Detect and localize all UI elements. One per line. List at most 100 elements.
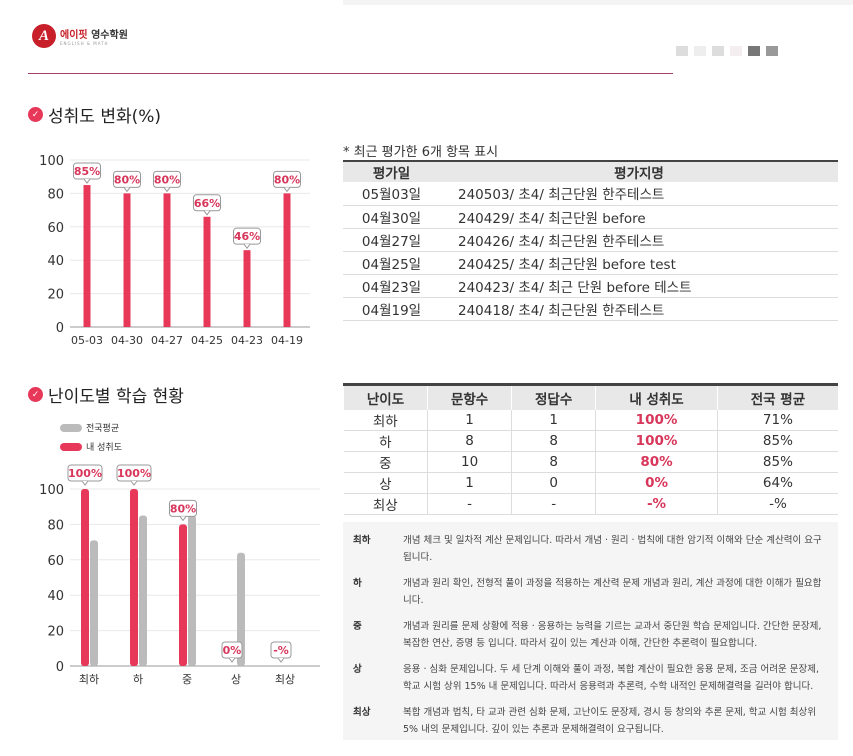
data-label: 100% [68, 467, 102, 480]
level-label: 상 [353, 664, 362, 675]
top-bar [343, 0, 853, 5]
level-label: 최상 [353, 707, 371, 718]
table-cell: 100% [595, 430, 718, 452]
data-label: 85% [74, 165, 100, 178]
table-cell: 최하 [343, 409, 428, 431]
table-cell: 64% [716, 472, 838, 494]
bar [83, 185, 91, 327]
table-cell: 10 [427, 451, 512, 473]
bar-mine [130, 489, 138, 666]
date-cell: 04월27일 [343, 228, 440, 252]
test-name-cell: 240423/ 초4/ 최근 단원 before 테스트 [440, 274, 838, 298]
difficulty-chart: 0 20 40 60 80 100 100% 최하 100% 하 80% 중 0% 상 -% 최상 [39, 464, 320, 686]
x-tick-label: 04-30 [111, 334, 143, 347]
y-tick-label: 80 [47, 187, 64, 202]
data-label: 100% [117, 467, 151, 480]
data-label-pointer [283, 187, 291, 193]
logo: A 에이핏 영수학원 ENGLISH & MATH [32, 24, 128, 48]
logo-brand: 에이핏 [60, 30, 88, 41]
table-cell: 100% [595, 409, 718, 431]
table-row: 04월30일 240429/ 초4/ 최근단원 before [343, 205, 838, 229]
table-cell: 1 [427, 409, 512, 431]
table-note: * 최근 평가한 6개 항목 표시 [343, 145, 499, 160]
section-title-difficulty: ✓ 난이도별 학습 현황 [28, 382, 184, 407]
y-tick-label: 80 [47, 518, 64, 533]
table-cell: 1 [427, 472, 512, 494]
achievement-chart: 0 20 40 60 80 100 85% 05-03 80% 04-30 80% 04-27 66% 0… [39, 154, 310, 347]
bar-national [90, 540, 98, 666]
date-cell: 04월25일 [343, 251, 440, 275]
bar-mine [81, 489, 89, 666]
description-row: 하 개념과 원리 확인, 전형적 풀이 과정을 적용하는 계산력 문제 개념과 원… [353, 575, 826, 609]
table-cell: 0% [595, 472, 718, 494]
table-cell: 8 [511, 430, 596, 452]
bar-national [188, 515, 196, 666]
bar [163, 193, 171, 327]
data-label-box [153, 170, 181, 188]
test-name-cell: 240426/ 초4/ 최근단원 한주테스트 [440, 228, 838, 252]
table-cell: 하 [343, 430, 428, 452]
data-label-pointer [243, 243, 251, 250]
table-cell: 상 [343, 472, 428, 494]
x-tick-label: 04-23 [231, 334, 263, 347]
date-cell: 05월03일 [343, 182, 440, 206]
data-label-pointer [277, 657, 285, 663]
column-header: 문항수 [427, 383, 512, 410]
description-row: 중 개념과 원리를 문제 상황에 적용 · 응용하는 능력을 기르는 교과서 중단… [353, 618, 826, 652]
table-cell: 71% [716, 409, 838, 431]
data-label: 80% [274, 173, 300, 186]
test-name-cell: 240418/ 초4/ 최근단원 한주테스트 [440, 297, 838, 321]
table-row: 04월23일 240423/ 초4/ 최근 단원 before 테스트 [343, 274, 838, 298]
data-label-box [273, 170, 301, 188]
check-icon: ✓ [28, 107, 43, 122]
x-tick-label: 하 [133, 672, 143, 686]
data-label-pointer [123, 187, 131, 193]
table-cell: 1 [511, 409, 596, 431]
level-label: 중 [353, 621, 362, 632]
bar-national [237, 552, 245, 666]
description-row: 상 응용 · 심화 문제입니다. 두 세 단계 이해와 풀이 과정, 복합 계산이… [353, 661, 826, 695]
col-test-name: 평가지명 [440, 160, 838, 182]
date-cell: 04월30일 [343, 205, 440, 229]
column-header: 내 성취도 [595, 383, 718, 410]
data-label: 0% [223, 644, 242, 657]
x-tick-label: 최상 [275, 673, 295, 686]
description-row: 최상 복합 개념과 법칙, 타 교과 관련 심화 문제, 고난이도 문장제, 경시… [353, 704, 826, 738]
data-label: 80% [154, 173, 180, 186]
y-tick-label: 0 [56, 660, 64, 675]
bar [203, 216, 211, 327]
col-date: 평가일 [343, 160, 440, 182]
column-header: 전국 평균 [716, 383, 838, 410]
table-cell: 8 [427, 430, 512, 452]
data-label-pointer [179, 516, 187, 522]
table-row: 04월27일 240426/ 초4/ 최근단원 한주테스트 [343, 228, 838, 252]
bar [243, 250, 251, 327]
table-row: 중 10 8 80% 85% [343, 451, 838, 473]
table-cell: - [511, 493, 596, 515]
column-header: 정답수 [511, 383, 596, 410]
data-label-pointer [203, 210, 211, 216]
y-tick-label: 0 [56, 321, 64, 336]
table-cell: 최상 [343, 493, 428, 515]
y-tick-label: 20 [47, 625, 64, 640]
data-label-box [233, 227, 261, 245]
logo-sub: ENGLISH & MATH [60, 41, 109, 46]
y-tick-label: 20 [47, 288, 64, 303]
table-cell: 0 [511, 472, 596, 494]
data-label-pointer [130, 480, 138, 486]
table-row: 하 8 8 100% 85% [343, 430, 838, 452]
bar-mine [179, 524, 187, 666]
table-row: 04월19일 240418/ 초4/ 최근단원 한주테스트 [343, 297, 838, 321]
header-divider [28, 73, 673, 74]
test-name-cell: 240429/ 초4/ 최근단원 before [440, 205, 838, 229]
level-description: 복합 개념과 법칙, 타 교과 관련 심화 문제, 고난이도 문장제, 경시 등… [403, 707, 817, 735]
y-tick-label: 100 [39, 483, 64, 498]
level-description: 응용 · 심화 문제입니다. 두 세 단계 이해와 풀이 과정, 복합 계산이 … [403, 664, 820, 692]
y-tick-label: 60 [47, 554, 64, 569]
y-tick-label: 40 [47, 254, 64, 269]
x-tick-label: 중 [182, 673, 192, 686]
table-cell: 85% [716, 430, 838, 452]
table-cell: - [427, 493, 512, 515]
description-row: 최하 개념 체크 및 일차적 계산 문제입니다. 따라서 개념 · 원리 · 법칙… [353, 532, 826, 566]
data-label: 46% [234, 230, 260, 243]
